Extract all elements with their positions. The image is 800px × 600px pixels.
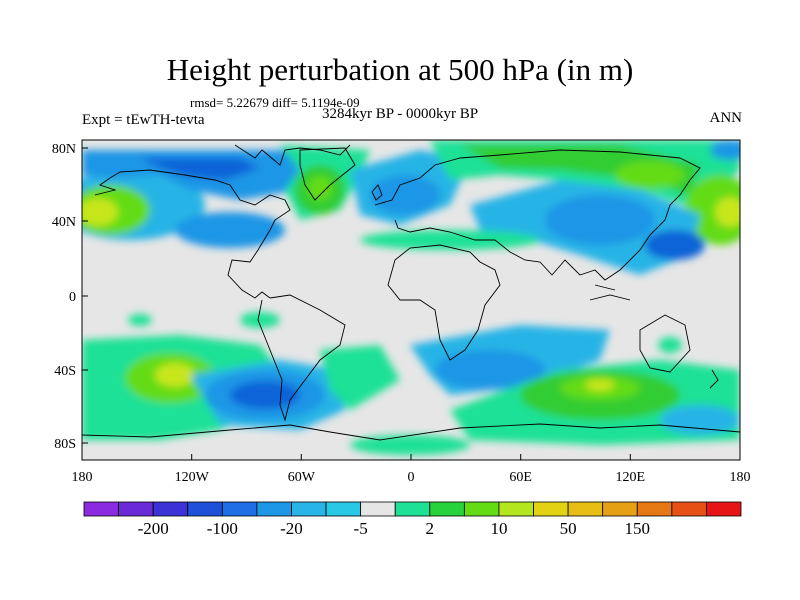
colorbar-box	[671, 501, 707, 517]
coast-eurasia	[374, 149, 701, 281]
lon-tick-label: 60W	[288, 470, 316, 485]
colorbar-box	[498, 501, 534, 517]
lat-tick-label: 40N	[52, 215, 76, 230]
lon-tick-label: 180	[730, 470, 751, 485]
latitude-axis: 80N 40N 0 40S 80S	[52, 142, 88, 452]
coast-greenland	[299, 147, 356, 201]
lat-tick-label: 0	[69, 290, 76, 305]
coast-new-zealand	[709, 369, 719, 389]
colorbar-box	[533, 501, 569, 517]
colorbar-label: -200	[138, 519, 169, 538]
field-positive-north-pacific-west-peak	[715, 197, 740, 227]
field-positive-southern-ocean-max	[585, 379, 615, 391]
colorbar-box	[152, 501, 189, 517]
coast-arctic-canada	[234, 144, 351, 166]
field-negative-drake-peak	[230, 381, 300, 409]
field-positive-australia	[658, 337, 682, 353]
lon-tick-label: 120W	[175, 470, 210, 485]
field-positive-arctic-peak	[615, 161, 685, 189]
colorbar-box	[394, 501, 431, 517]
colorbar-box	[221, 501, 258, 517]
coast-africa	[387, 244, 501, 361]
colorbar-box	[83, 501, 119, 517]
colorbar-box	[360, 501, 396, 517]
field-negative-canada-core	[140, 158, 260, 180]
field-negative-europe-core	[370, 175, 440, 215]
lon-tick-label: 60E	[509, 470, 532, 485]
field-negative-bering	[710, 140, 740, 160]
colorbar-box	[291, 501, 327, 517]
colorbar-box	[706, 501, 742, 517]
coast-britain	[371, 184, 383, 201]
coast-alaska	[94, 171, 121, 196]
map-title: Height perturbation at 500 hPa (in m)	[166, 52, 634, 87]
season-label: ANN	[709, 110, 743, 126]
experiment-label: Expt = tEwTH-tevta	[82, 112, 205, 128]
field-negative-asia-core	[545, 195, 655, 245]
lon-tick-label: 120E	[616, 470, 646, 485]
field-negative-indian-core	[435, 350, 545, 390]
colorbar-box	[429, 501, 465, 517]
coast-indonesia	[589, 284, 631, 301]
field-negative-japan	[645, 230, 705, 260]
lat-tick-label: 80N	[52, 142, 76, 157]
coast-south-america	[257, 294, 346, 422]
lat-tick-label: 40S	[54, 364, 76, 379]
colorbar-box	[118, 501, 154, 517]
colorbar-box	[602, 501, 638, 517]
field-positive-north-pacific-west	[685, 175, 740, 245]
colorbar-box	[567, 501, 604, 517]
colorbar-label: 10	[490, 519, 507, 538]
colorbar-box	[463, 501, 500, 517]
field-positive-north-pacific-peak	[82, 198, 118, 226]
colorbar-label: -100	[207, 519, 238, 538]
colorbar-label: 2	[426, 519, 435, 538]
colorbar-label: 50	[560, 519, 577, 538]
coast-north-america	[119, 169, 291, 299]
colorbar-box	[325, 501, 362, 517]
colorbar-box	[187, 501, 223, 517]
field-positive-mediterranean	[360, 230, 540, 250]
coast-antarctica	[82, 423, 740, 441]
field-positive-arctic-core	[460, 145, 700, 195]
period-label: 3284kyr BP - 0000kyr BP	[322, 106, 479, 122]
field-positive-south-america	[240, 312, 280, 328]
colorbar-box	[636, 501, 673, 517]
field-positive-south-pacific-peak	[155, 363, 195, 387]
coastlines	[82, 144, 740, 441]
longitude-axis: 180 120W 60W 0 60E 120E 180	[72, 454, 751, 485]
field-positive-tropical-pacific	[128, 314, 152, 326]
lon-tick-label: 180	[72, 470, 93, 485]
colorbar: -200 -100 -20 -5 2 10 50 150	[83, 501, 742, 538]
field-negative-north-america	[175, 212, 285, 248]
stats-text: rmsd= 5.22679 diff= 5.1194e-09	[190, 95, 360, 110]
lon-tick-label: 0	[408, 470, 415, 485]
field-positive-greenland-peak	[308, 176, 332, 200]
coast-australia	[639, 314, 691, 373]
lat-tick-label: 80S	[54, 437, 76, 452]
colorbar-label: 150	[625, 519, 651, 538]
colorbar-label: -20	[280, 519, 303, 538]
field-positive-south-atlantic	[320, 345, 400, 410]
colorbar-label: -5	[354, 519, 368, 538]
field-negative-ross-sea	[660, 405, 740, 435]
colorbar-box	[256, 501, 292, 517]
